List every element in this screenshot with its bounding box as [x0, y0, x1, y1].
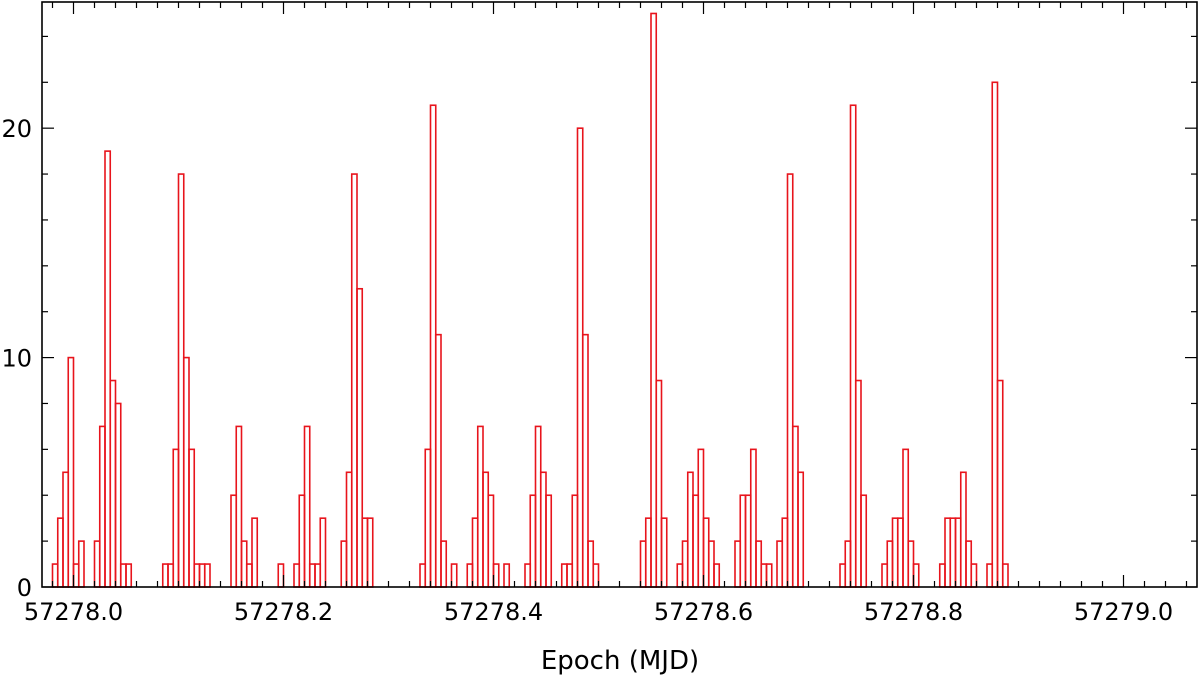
- histogram-bar-108: [970, 563, 978, 588]
- histogram-bars: [51, 12, 1009, 588]
- histogram-bar-112: [1001, 563, 1009, 588]
- y-tick-labels: 0 10 20: [1, 115, 32, 602]
- histogram-bar-64: [592, 563, 600, 588]
- histogram-bar-30: [303, 425, 311, 588]
- histogram-bar-57: [545, 494, 553, 588]
- histogram-bar-77: [713, 563, 721, 588]
- histogram-bar-45: [450, 563, 458, 588]
- y-tick-label-1: 10: [1, 345, 32, 373]
- x-tick-label-0: 57278.0: [24, 598, 123, 626]
- x-tick-labels: 57278.0 57278.2 57278.4 57278.6 57278.8 57279…: [24, 598, 1173, 626]
- histogram-bar-84: [765, 563, 773, 588]
- histogram-bar-101: [912, 563, 920, 588]
- histogram-bar-33: [319, 517, 327, 588]
- histogram-bar-39: [366, 517, 374, 588]
- histogram-bar-21: [203, 563, 211, 588]
- y-tick-label-2: 20: [1, 115, 32, 143]
- x-tick-label-1: 57278.2: [234, 598, 333, 626]
- histogram-bar-26: [251, 517, 259, 588]
- x-axis-label: Epoch (MJD): [541, 646, 699, 676]
- x-tick-label-5: 57279.0: [1074, 598, 1173, 626]
- histogram-bar-52: [503, 563, 511, 588]
- histogram-bar-27: [277, 563, 285, 588]
- x-tick-label-4: 57278.8: [864, 598, 963, 626]
- x-tick-label-3: 57278.6: [654, 598, 753, 626]
- histogram-bar-12: [125, 563, 133, 588]
- histogram-bar-111: [996, 379, 1004, 588]
- histogram-bar-51: [492, 563, 500, 588]
- histogram-bar-89: [797, 471, 805, 588]
- histogram-bar-10: [114, 402, 122, 588]
- histogram-bar-3: [67, 356, 75, 588]
- plot-frame: [41, 1, 1198, 588]
- x-tick-label-2: 57278.4: [444, 598, 543, 626]
- histogram-bar-44: [440, 540, 448, 588]
- y-tick-label-0: 0: [17, 574, 32, 602]
- histogram-bar-5: [77, 540, 85, 588]
- axis-ticks: [42, 2, 1197, 588]
- histogram-bar-94: [860, 494, 868, 588]
- histogram-bar-69: [660, 517, 668, 588]
